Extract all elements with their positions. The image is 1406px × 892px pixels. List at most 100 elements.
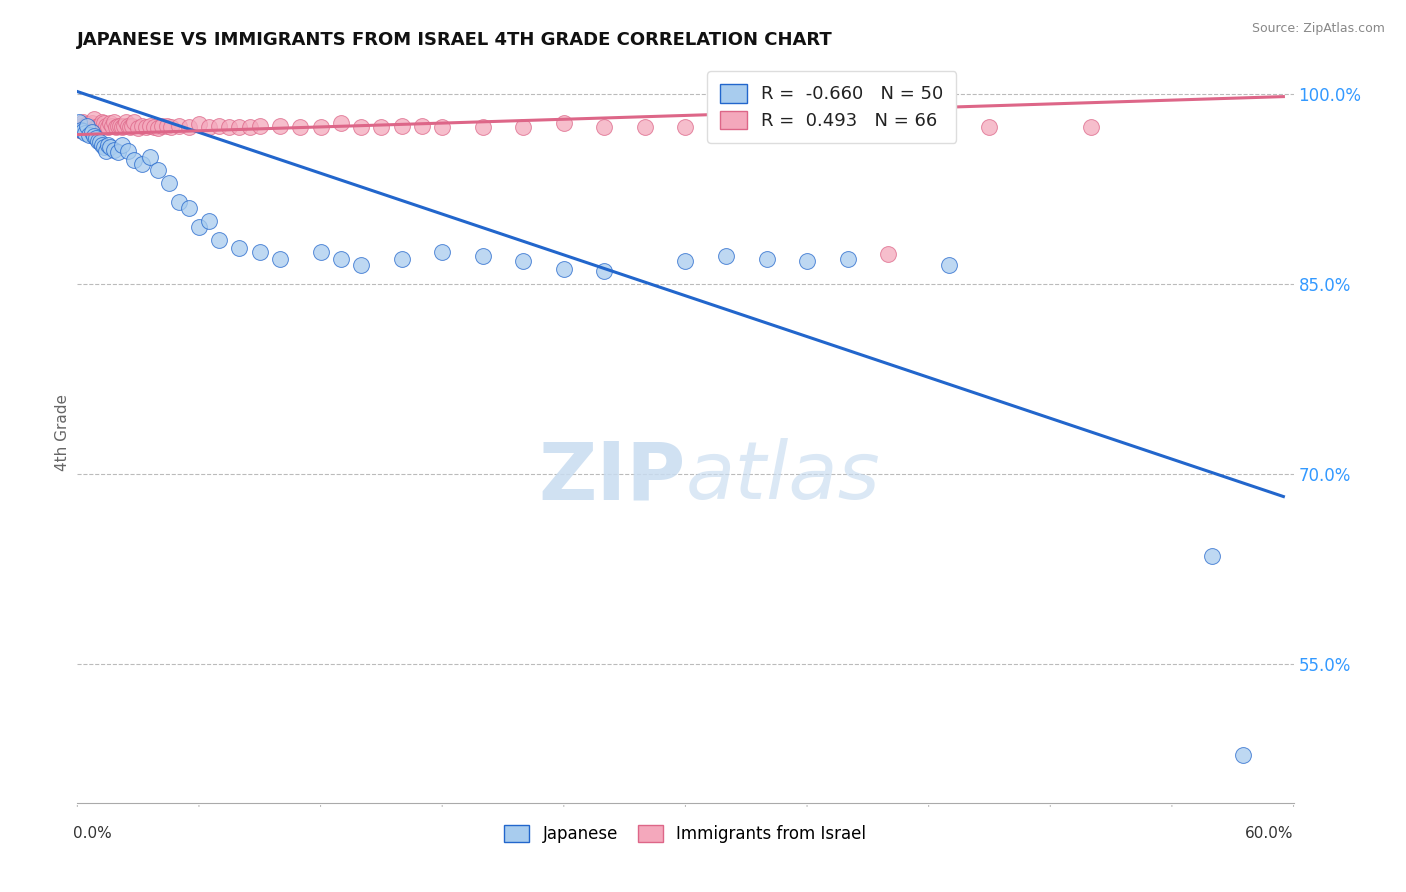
Point — [208, 233, 231, 247]
Point — [86, 119, 108, 133]
Point — [177, 120, 200, 134]
Point — [98, 116, 121, 130]
Point — [152, 119, 174, 133]
Point — [159, 120, 181, 134]
Point — [471, 120, 494, 134]
Point — [139, 119, 162, 133]
Point — [329, 252, 352, 266]
Point — [167, 194, 190, 209]
Point — [593, 120, 616, 134]
Point — [157, 176, 180, 190]
Point — [90, 137, 112, 152]
Point — [115, 115, 138, 129]
Point — [104, 120, 127, 134]
Point — [90, 115, 112, 129]
Text: atlas: atlas — [686, 438, 880, 516]
Point — [72, 115, 94, 129]
Point — [131, 157, 153, 171]
Point — [103, 143, 125, 157]
Point — [117, 119, 139, 133]
Point — [107, 119, 129, 133]
Point — [269, 119, 291, 133]
Point — [103, 115, 125, 129]
Point — [1201, 549, 1223, 563]
Point — [80, 125, 103, 139]
Point — [127, 121, 149, 136]
Point — [188, 219, 211, 234]
Point — [218, 120, 240, 134]
Point — [714, 249, 737, 263]
Point — [796, 120, 818, 134]
Point — [370, 120, 392, 134]
Point — [89, 119, 111, 133]
Point — [101, 119, 124, 133]
Point — [112, 119, 135, 133]
Point — [329, 116, 352, 130]
Point — [70, 119, 93, 133]
Point — [94, 119, 117, 133]
Point — [79, 128, 101, 142]
Point — [735, 120, 758, 134]
Point — [1080, 120, 1102, 134]
Point — [86, 134, 108, 148]
Point — [1232, 747, 1254, 762]
Point — [107, 145, 129, 160]
Point — [350, 258, 373, 272]
Point — [67, 122, 90, 136]
Point — [148, 163, 170, 178]
Point — [350, 120, 373, 134]
Point — [75, 120, 97, 134]
Point — [139, 150, 162, 164]
Point — [70, 122, 93, 136]
Point — [122, 153, 145, 167]
Point — [239, 120, 262, 134]
Point — [675, 254, 697, 268]
Point — [938, 258, 960, 272]
Point — [471, 249, 494, 263]
Text: 0.0%: 0.0% — [73, 826, 112, 840]
Point — [634, 120, 657, 134]
Point — [117, 144, 139, 158]
Point — [593, 264, 616, 278]
Point — [79, 121, 101, 136]
Point — [391, 252, 413, 266]
Point — [118, 120, 141, 134]
Point — [228, 242, 250, 256]
Point — [143, 120, 166, 134]
Point — [94, 144, 117, 158]
Point — [979, 120, 1001, 134]
Point — [83, 128, 105, 143]
Point — [391, 119, 413, 133]
Point — [84, 120, 107, 134]
Point — [72, 124, 94, 138]
Point — [430, 245, 453, 260]
Text: JAPANESE VS IMMIGRANTS FROM ISRAEL 4TH GRADE CORRELATION CHART: JAPANESE VS IMMIGRANTS FROM ISRAEL 4TH G… — [77, 31, 834, 49]
Text: ZIP: ZIP — [538, 438, 686, 516]
Point — [249, 119, 271, 133]
Y-axis label: 4th Grade: 4th Grade — [55, 394, 70, 471]
Point — [97, 120, 120, 134]
Point — [309, 245, 332, 260]
Point — [148, 121, 170, 136]
Point — [111, 137, 134, 152]
Point — [135, 120, 157, 134]
Point — [122, 115, 145, 129]
Point — [553, 261, 575, 276]
Point — [111, 120, 134, 134]
Point — [228, 120, 250, 134]
Point — [309, 120, 332, 134]
Point — [249, 245, 271, 260]
Point — [755, 252, 778, 266]
Point — [877, 246, 900, 260]
Point — [198, 213, 221, 227]
Point — [177, 201, 200, 215]
Point — [269, 252, 291, 266]
Point — [89, 135, 111, 149]
Point — [98, 140, 121, 154]
Point — [93, 116, 115, 130]
Point — [84, 131, 107, 145]
Point — [198, 120, 221, 134]
Point — [97, 137, 120, 152]
Point — [208, 119, 231, 133]
Point — [155, 119, 177, 133]
